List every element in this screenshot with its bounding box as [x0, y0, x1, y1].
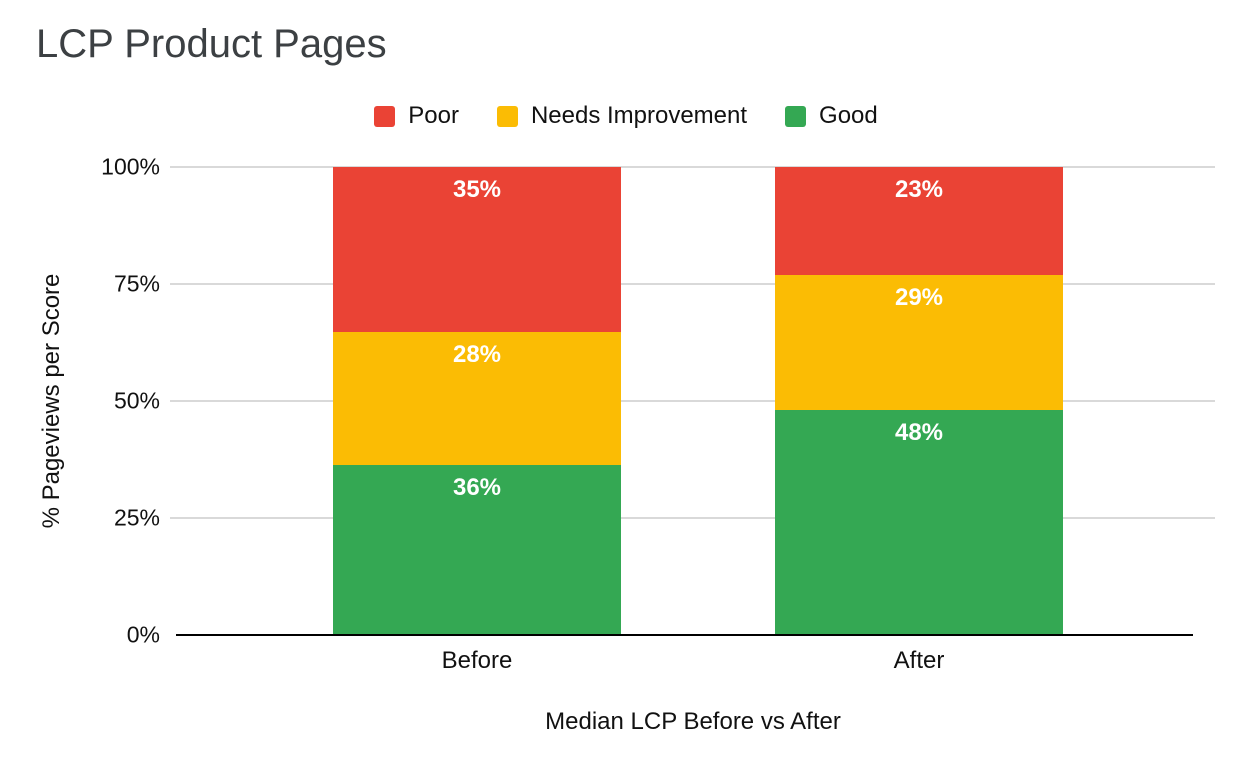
- legend: Poor Needs Improvement Good: [0, 102, 1252, 130]
- bar-segment-value-label: 36%: [452, 473, 502, 501]
- plot-area: 35% 28% 36% 23% 29% 48%: [170, 166, 1215, 636]
- stacked-bar-before: 35% 28% 36%: [333, 167, 621, 635]
- y-axis-tick-labels: 100% 75% 50% 25% 0%: [0, 154, 160, 648]
- stacked-bar-after: 23% 29% 48%: [775, 167, 1063, 635]
- gridline-100: [170, 166, 1215, 168]
- x-category-label-before: Before: [441, 647, 513, 674]
- bar-segment-before-needs-improvement: 28%: [333, 332, 621, 465]
- bar-segment-value-label: 48%: [894, 419, 944, 447]
- y-tick-25: 25%: [113, 504, 160, 531]
- legend-swatch-good: [785, 105, 807, 127]
- bar-segment-after-needs-improvement: 29%: [775, 274, 1063, 411]
- gridline-25: [170, 517, 1215, 519]
- bar-segment-value-label: 23%: [894, 176, 944, 203]
- legend-item-poor: Poor: [374, 102, 459, 130]
- bar-segment-value-label: 28%: [452, 341, 502, 369]
- x-axis-line: [176, 634, 1193, 636]
- gridline-75: [170, 283, 1215, 285]
- legend-swatch-poor: [374, 105, 396, 127]
- legend-item-needs-improvement: Needs Improvement: [496, 102, 748, 130]
- bar-segment-before-good: 36%: [333, 464, 621, 635]
- legend-swatch-needs-improvement: [496, 105, 518, 127]
- bar-segment-value-label: 29%: [894, 283, 944, 311]
- y-tick-100: 100%: [101, 153, 160, 180]
- bar-segment-after-poor: 23%: [775, 167, 1063, 275]
- y-tick-0: 0%: [126, 621, 160, 648]
- chart-title: LCP Product Pages: [36, 22, 387, 66]
- legend-item-good: Good: [785, 102, 878, 130]
- gridline-50: [170, 400, 1215, 402]
- legend-label: Poor: [408, 102, 459, 129]
- bar-segment-after-good: 48%: [775, 410, 1063, 635]
- legend-label: Needs Improvement: [530, 102, 748, 129]
- x-category-label-after: After: [893, 647, 945, 674]
- legend-label: Good: [819, 102, 878, 129]
- y-tick-75: 75%: [113, 270, 160, 297]
- bar-segment-value-label: 35%: [452, 176, 502, 203]
- x-axis-title: Median LCP Before vs After: [545, 708, 841, 735]
- bar-segment-before-poor: 35%: [333, 167, 621, 333]
- y-tick-50: 50%: [113, 387, 160, 414]
